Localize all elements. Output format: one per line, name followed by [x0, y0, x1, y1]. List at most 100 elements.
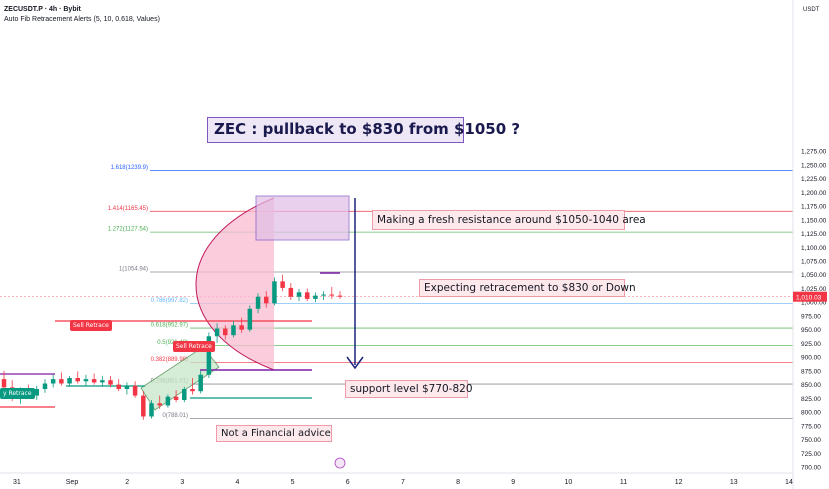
candle-body — [337, 295, 343, 297]
fib-level-label: 0(788.01) — [162, 413, 188, 419]
buy-retrace-label[interactable]: y Retrace — [0, 388, 35, 399]
time-tick-label: 9 — [511, 479, 515, 486]
candle-body — [263, 296, 269, 304]
price-tick-label: 975.00 — [801, 313, 821, 320]
fib-level-label: 1(1054.94) — [119, 267, 148, 273]
candle-body — [132, 385, 138, 396]
disclaimer-note: Not a Financial advice — [216, 425, 332, 442]
candle-body — [182, 388, 187, 400]
candle-body — [67, 378, 72, 384]
candle-body — [247, 308, 253, 330]
price-tick-label: 750.00 — [801, 437, 821, 444]
chart-annotation-title: ZEC : pullback to $830 from $1050 ? — [207, 117, 520, 143]
candle-body — [313, 295, 318, 299]
event-marker — [334, 457, 346, 469]
candle-body — [214, 328, 220, 337]
time-tick-label: 13 — [730, 479, 738, 486]
candle-body — [239, 325, 244, 330]
price-tick-label: 1,175.00 — [801, 204, 827, 211]
candle-body — [304, 292, 310, 299]
last-price-badge — [793, 291, 827, 302]
price-tick-label: 825.00 — [801, 396, 821, 403]
candle-body — [149, 403, 154, 417]
candle-body — [231, 325, 236, 336]
candle-body — [288, 287, 294, 297]
axis-unit[interactable]: USDT — [803, 7, 820, 13]
price-tick-label: 775.00 — [801, 423, 821, 430]
candle-body — [50, 379, 56, 384]
candle-body — [165, 396, 171, 406]
price-tick-label: 1,125.00 — [801, 231, 827, 238]
fib-level-label: 1.272(1127.54) — [108, 227, 148, 233]
time-tick-label: 6 — [346, 479, 350, 486]
candle-body — [141, 395, 146, 417]
price-tick-label: 950.00 — [801, 327, 821, 334]
candle-body — [124, 385, 130, 389]
candle-body — [198, 374, 203, 392]
fib-levels: 1.618(1239.9) 1.414(1165.45) 1.272(1127.54… — [0, 165, 793, 419]
price-tick-label: 1,200.00 — [801, 190, 827, 197]
time-tick-label: 7 — [401, 479, 405, 486]
candle-body — [272, 281, 277, 304]
fib-level-label: 0.786(997.82) — [151, 298, 188, 304]
resistance-zone — [255, 195, 350, 241]
time-tick-label: 2 — [125, 479, 129, 486]
retracement-note: Expecting retracement to $830 or Down — [419, 279, 636, 297]
time-tick-label: 3 — [180, 479, 184, 486]
curved-projection-outline — [195, 197, 275, 371]
candle-body — [34, 388, 40, 396]
curved-projection-fill — [196, 198, 274, 370]
candle-body — [190, 388, 195, 392]
price-tick-label: 925.00 — [801, 341, 821, 348]
fib-level-label: 1.618(1239.9) — [111, 165, 148, 171]
candle-body — [1, 379, 7, 388]
candle-body — [83, 379, 89, 382]
time-tick-label: 8 — [456, 479, 460, 486]
time-tick-label: 12 — [675, 479, 683, 486]
candle-body — [329, 294, 335, 296]
sell-retrace-label[interactable]: Sell Retrace — [70, 320, 112, 331]
candle-body — [42, 383, 48, 389]
candle-body — [280, 281, 285, 288]
price-tick-label: 875.00 — [801, 368, 821, 375]
fib-level-label: 0.382(889.98) — [151, 357, 188, 363]
fib-level-label: 0.5(921.48) — [157, 340, 188, 346]
time-tick-label: 10 — [564, 479, 572, 486]
price-tick-label: 1,150.00 — [801, 217, 827, 224]
candle-body — [59, 379, 64, 384]
symbol-title[interactable]: ZECUSDT.P · 4h · Bybit — [4, 6, 81, 13]
candle-body — [321, 294, 326, 296]
price-tick-label: 1,025.00 — [801, 286, 827, 293]
candle-body — [91, 379, 97, 383]
candle-body — [116, 384, 121, 389]
time-tick-label: 14 — [785, 479, 793, 486]
candle-body — [173, 396, 179, 400]
candle-body — [255, 296, 261, 309]
sell-retrace-label[interactable]: Sell Retrace — [173, 341, 215, 352]
price-tick-label: 1,250.00 — [801, 162, 827, 169]
indicator-title[interactable]: Auto Fib Retracement Alerts (5, 10, 0.61… — [4, 16, 160, 23]
time-axis: 31 Sep 2 3 4 5 6 7 8 9 10 11 12 13 14 — [0, 472, 793, 486]
candle-body — [157, 403, 162, 406]
time-tick-label: 11 — [620, 479, 627, 486]
price-tick-label: 725.00 — [801, 451, 821, 458]
price-tick-label: 1,275.00 — [801, 149, 827, 156]
price-axis: 700.00 725.00 750.00 775.00 800.00 825.00 850.… — [792, 0, 827, 489]
price-tick-label: 1,050.00 — [801, 272, 827, 279]
time-tick-label: Sep — [66, 479, 79, 486]
time-tick-label: 4 — [235, 479, 239, 486]
last-price-label: 1,010.03 — [796, 295, 822, 302]
price-tick-label: 700.00 — [801, 465, 821, 472]
projection-arrow-head — [346, 356, 364, 370]
drawings — [0, 195, 364, 469]
candle-body — [75, 378, 81, 382]
support-channel — [140, 346, 220, 411]
candle-body — [223, 328, 228, 336]
price-tick-label: 1,075.00 — [801, 259, 827, 266]
support-note: support level $770-820 — [345, 380, 473, 398]
fib-level-label: 1.414(1165.45) — [108, 206, 148, 212]
price-tick-label: 850.00 — [801, 382, 821, 389]
candle-body — [296, 292, 302, 297]
price-tick-label: 1,100.00 — [801, 245, 827, 252]
